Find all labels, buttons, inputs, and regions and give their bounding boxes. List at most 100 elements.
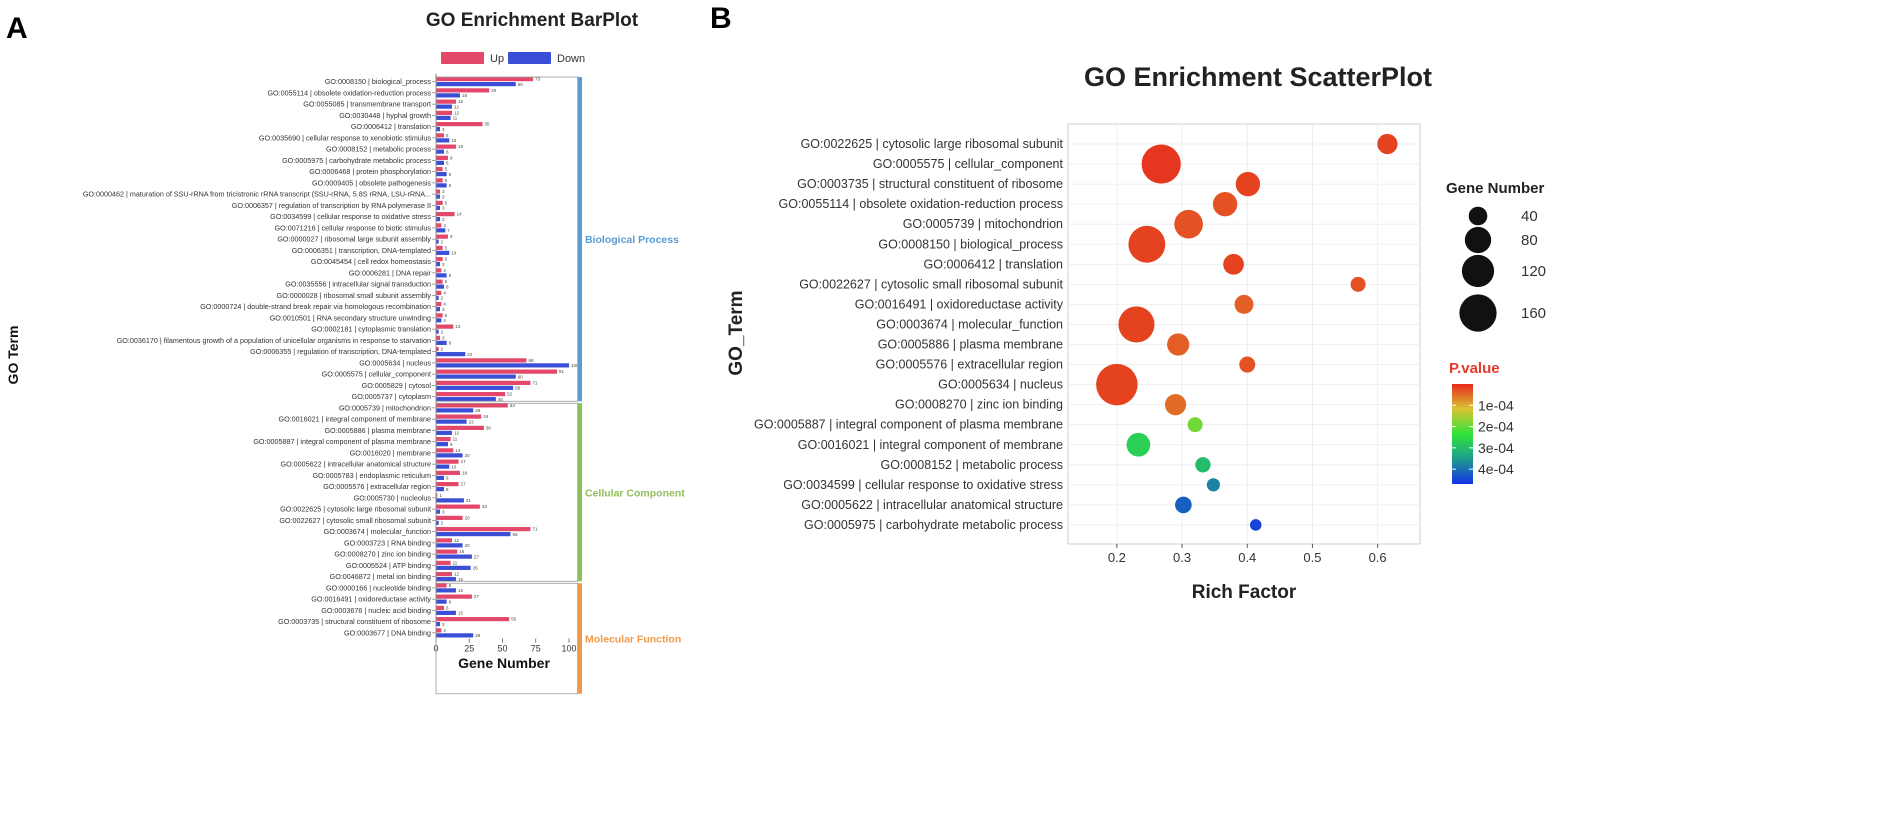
size-legend-label: 80 [1521, 232, 1538, 249]
bar-category-label: GO:0003676 | nucleic acid binding [321, 606, 431, 615]
bar-up-value: 6 [446, 133, 449, 138]
bar-down [436, 82, 516, 87]
bar-down [436, 127, 440, 132]
scatter-point [1187, 417, 1203, 433]
scatter-term-label: GO:0005886 | plasma membrane [878, 338, 1063, 352]
bar-up [436, 437, 451, 442]
bar-category-label: GO:0005887 | integral component of plasm… [253, 437, 431, 446]
bar-up-value: 73 [535, 77, 541, 82]
bar-down [436, 464, 450, 469]
bar-category-label: GO:0006355 | regulation of transcription… [250, 347, 431, 356]
bar-up [436, 279, 443, 284]
bar-up [436, 324, 454, 329]
bar-down [436, 284, 444, 289]
scatter-point [1350, 276, 1366, 292]
bar-up-value: 12 [454, 572, 460, 577]
bar-up [436, 144, 456, 149]
bar-down-value: 45 [498, 397, 504, 402]
bar-category-label: GO:0006281 | DNA repair [349, 268, 432, 277]
bar-down-value: 7 [447, 228, 450, 233]
bar-legend: Up Down [441, 52, 585, 65]
bar-up [436, 628, 442, 633]
bar-up [436, 403, 508, 408]
bar-category-label: GO:0000462 | maturation of SSU-rRNA from… [83, 190, 431, 199]
bar-up [436, 448, 454, 453]
bar-category-label: GO:0006468 | protein phosphorylation [309, 167, 431, 176]
bar-up-value: 52 [507, 392, 513, 397]
size-legend-circle [1464, 226, 1492, 254]
bar-down-value: 3 [442, 194, 445, 199]
scatter-term-label: GO:0055114 | obsolete oxidation-reductio… [779, 197, 1063, 211]
scatter-x-tick-label: 0.6 [1369, 550, 1387, 565]
bar-up-value: 5 [445, 279, 448, 284]
bar-down-value: 3 [442, 262, 445, 267]
size-legend-label: 160 [1521, 305, 1546, 322]
bar-category-label: GO:0006357 | regulation of transcription… [232, 201, 431, 210]
scatter-point [1174, 209, 1203, 239]
bar-up-value: 71 [532, 380, 538, 385]
bar-down-value: 28 [475, 633, 481, 638]
bar-up [436, 347, 439, 352]
category-bracket [578, 77, 582, 402]
panel-a: A GO Enrichment BarPlot Up Down GO:00081… [5, 10, 685, 695]
bar-up [436, 470, 460, 475]
scatter-point [1377, 133, 1398, 155]
bar-down [436, 385, 514, 390]
scatter-x-tick-label: 0.3 [1173, 550, 1191, 565]
bar-category-label: GO:0005739 | mitochondrion [339, 403, 431, 412]
bar-down-value: 60 [518, 82, 524, 87]
bar-up-value: 4 [443, 628, 446, 633]
legend-up-label: Up [490, 53, 504, 65]
bar-up [436, 527, 531, 532]
bar-up-value: 14 [457, 212, 463, 217]
scatter-term-label: GO:0006412 | translation [924, 257, 1063, 271]
scatter-point [1239, 356, 1256, 373]
bar-up [436, 617, 510, 622]
bar-down-value: 2 [441, 329, 444, 334]
bar-up-value: 13 [455, 448, 461, 453]
bar-up-value: 9 [450, 155, 453, 160]
bar-category-label: GO:0035690 | cellular response to xenobi… [259, 133, 431, 142]
bar-down [436, 194, 440, 199]
bar-down [436, 217, 440, 222]
size-legend-circle [1461, 254, 1495, 288]
bar-up-value: 13 [455, 324, 461, 329]
bar-category-label: GO:0036170 | filamentous growth of a pop… [117, 336, 431, 345]
bar-down-value: 15 [458, 611, 464, 616]
color-legend: P.value 1e-04 2e-04 3e-04 4e-04 [1449, 360, 1514, 484]
bar-down [436, 487, 444, 492]
bar-x-tick-label: 25 [464, 644, 474, 654]
bar-category-label: GO:0010501 | RNA secondary structure unw… [270, 313, 431, 322]
bar-up-value: 3 [442, 335, 445, 340]
bar-up [436, 358, 527, 363]
bar-down-value: 20 [465, 543, 471, 548]
bar-category-label: GO:0030448 | hyphal growth [339, 111, 431, 120]
bar-down [436, 498, 464, 503]
bar-down [436, 307, 440, 312]
size-legend-circle [1468, 206, 1488, 226]
panel-a-label: A [6, 12, 28, 45]
bar-down-value: 3 [442, 622, 445, 627]
bar-up [436, 504, 480, 509]
bar-up-value: 6 [446, 605, 449, 610]
bar-category-label: GO:0005576 | extracellular region [323, 482, 431, 491]
bar-down-value: 4 [443, 318, 446, 323]
bar-down [436, 115, 451, 120]
bar-down-value: 26 [473, 566, 479, 571]
scatter-point [1195, 457, 1211, 473]
category-brackets: Biological Process Cellular Component Mole… [435, 76, 685, 695]
panel-b: B GO Enrichment ScatterPlot GO:0022625 |… [710, 2, 1546, 603]
scatter-point [1126, 432, 1151, 457]
category-bracket [578, 583, 582, 694]
scatter-point [1118, 306, 1155, 343]
bar-category-label: GO:0005634 | nucleus [359, 358, 431, 367]
bar-down [436, 430, 452, 435]
bar-up-value: 54 [510, 403, 516, 408]
category-group-box [435, 402, 579, 582]
bar-down-value: 6 [446, 476, 449, 481]
bar-down-value: 60 [518, 374, 524, 379]
bar-down-value: 3 [442, 509, 445, 514]
bar-down [436, 397, 496, 402]
bar-up [436, 313, 443, 318]
